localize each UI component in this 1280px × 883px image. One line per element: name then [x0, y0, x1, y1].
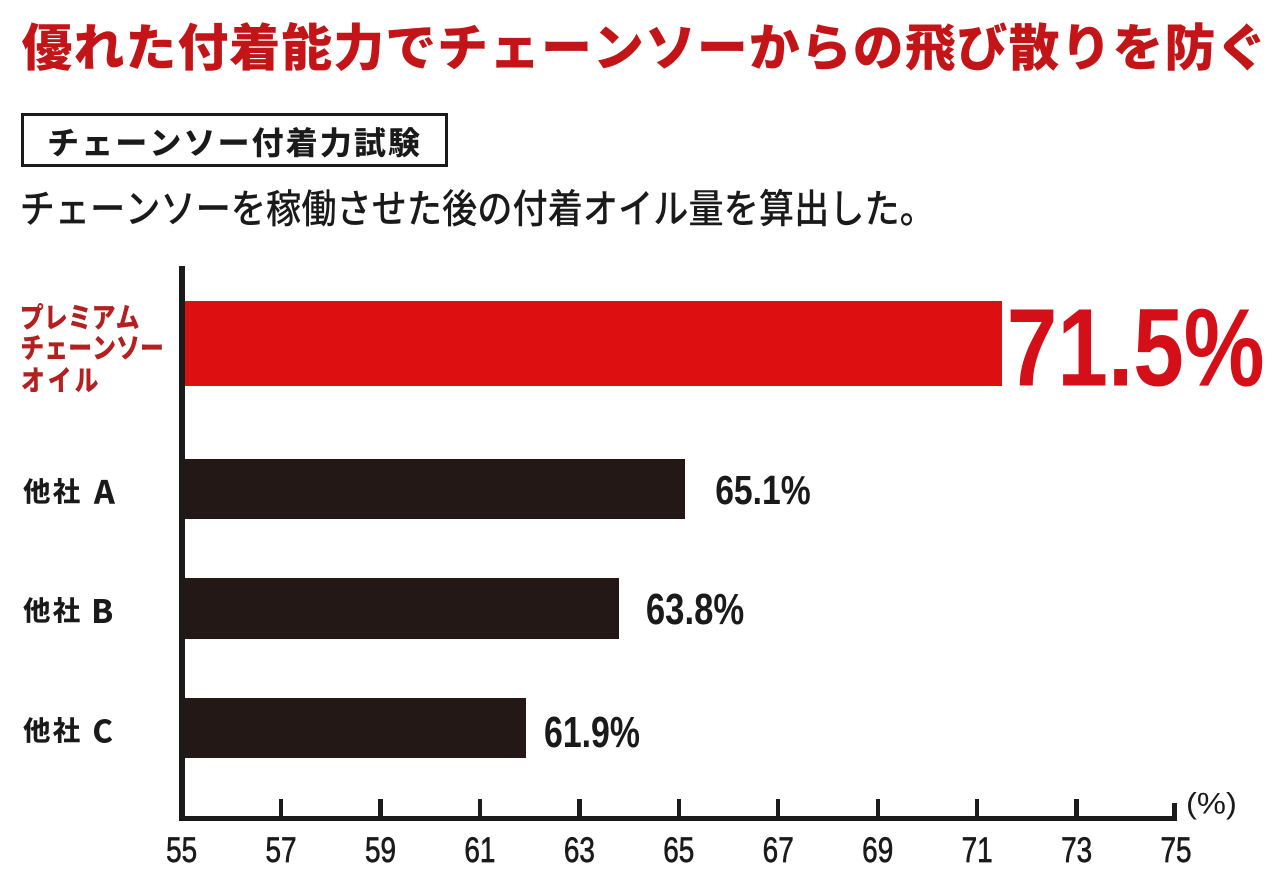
svg-text:69: 69 — [862, 830, 893, 870]
svg-text:65.1%: 65.1% — [715, 467, 810, 513]
svg-text:57: 57 — [265, 830, 296, 870]
svg-text:61.9%: 61.9% — [544, 709, 640, 757]
svg-text:75: 75 — [1160, 830, 1191, 870]
svg-text:59: 59 — [365, 830, 396, 870]
svg-text:63: 63 — [564, 830, 595, 870]
svg-text:61: 61 — [464, 830, 495, 870]
svg-text:(%): (%) — [1186, 787, 1237, 820]
svg-text:67: 67 — [763, 830, 794, 870]
svg-text:71.5%: 71.5% — [1007, 286, 1265, 409]
svg-text:73: 73 — [1061, 830, 1092, 870]
svg-text:65: 65 — [663, 830, 694, 870]
svg-text:71: 71 — [962, 830, 993, 870]
svg-text:55: 55 — [166, 830, 197, 870]
svg-text:63.8%: 63.8% — [646, 586, 744, 633]
